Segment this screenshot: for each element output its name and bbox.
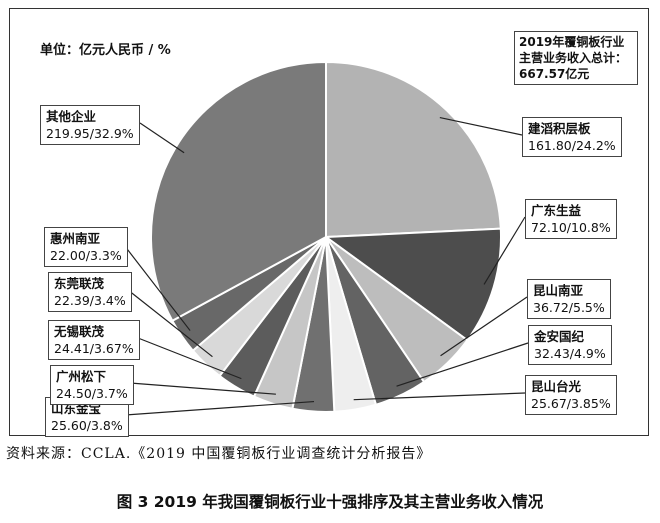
slice-label-value: 24.41/3.67% [54, 341, 134, 356]
slice-label-value: 25.67/3.85% [531, 396, 611, 411]
leader-line [127, 289, 213, 358]
total-label: 2019年覆铜板行业 主营业务收入总计： 667.57亿元 [514, 31, 638, 85]
leader-line [137, 337, 242, 380]
slice-label-value: 22.00/3.3% [50, 248, 122, 263]
slice-label-value: 32.43/4.9% [534, 346, 606, 361]
slice-label: 惠州南亚 22.00/3.3% [44, 227, 128, 267]
total-label-line: 2019年覆铜板行业 [519, 35, 625, 49]
slice-label-value: 22.39/3.4% [54, 293, 126, 308]
slice-label-name: 无锡联茂 [54, 324, 105, 339]
source-note: 资料来源：CCLA.《2019 中国覆铜板行业调查统计分析报告》 [6, 446, 432, 462]
figure-caption: 图 3 2019 年我国覆铜板行业十强排序及其主营业务收入情况 [116, 493, 544, 511]
slice-label-name: 东莞联茂 [54, 276, 105, 291]
slice-label-value: 24.50/3.7% [56, 386, 128, 401]
slice-label-name: 建滔积层板 [528, 121, 591, 136]
slice-label: 昆山台光 25.67/3.85% [525, 375, 617, 415]
leader-line [353, 392, 526, 401]
pie-chart [123, 60, 529, 416]
leader-line [129, 382, 276, 395]
unit-label: 单位：亿元人民币 / % [40, 43, 171, 58]
slice-label-value: 72.10/10.8% [531, 220, 611, 235]
total-label-line: 667.57亿元 [519, 67, 590, 81]
leader-line [439, 116, 523, 136]
leader-line [124, 400, 315, 416]
pie-slice [325, 60, 502, 239]
slice-label-value: 25.60/3.8% [51, 418, 123, 433]
slice-label: 广东生益 72.10/10.8% [525, 199, 617, 239]
leader-line [440, 296, 528, 357]
slice-label-name: 昆山南亚 [533, 283, 584, 298]
leader-line [396, 342, 529, 387]
slice-label-name: 昆山台光 [531, 379, 582, 394]
slice-label: 无锡联茂 24.41/3.67% [48, 320, 140, 360]
slice-label-name: 广东生益 [531, 203, 582, 218]
slice-label-name: 惠州南亚 [50, 231, 101, 246]
slice-label: 金安国纪 32.43/4.9% [528, 325, 612, 365]
slice-label: 昆山南亚 36.72/5.5% [527, 279, 611, 319]
slice-label-name: 其他企业 [46, 109, 97, 124]
leader-line [123, 244, 191, 331]
slice-label: 广州松下 24.50/3.7% [50, 365, 134, 405]
slice-label: 其他企业 219.95/32.9% [40, 105, 140, 145]
slice-label-value: 219.95/32.9% [46, 126, 134, 141]
slice-label-value: 161.80/24.2% [528, 138, 616, 153]
slice-label-name: 广州松下 [56, 369, 107, 384]
slice-label: 建滔积层板 161.80/24.2% [522, 117, 622, 157]
chart-frame: 单位：亿元人民币 / % 2019年覆铜板行业 主营业务收入总计： 667.57… [9, 8, 649, 437]
leader-line [483, 216, 526, 285]
slice-label-value: 36.72/5.5% [533, 300, 605, 315]
slice-label-name: 金安国纪 [534, 329, 585, 344]
leader-line [139, 122, 185, 154]
slice-label: 东莞联茂 22.39/3.4% [48, 272, 132, 312]
total-label-line: 主营业务收入总计： [519, 51, 628, 65]
